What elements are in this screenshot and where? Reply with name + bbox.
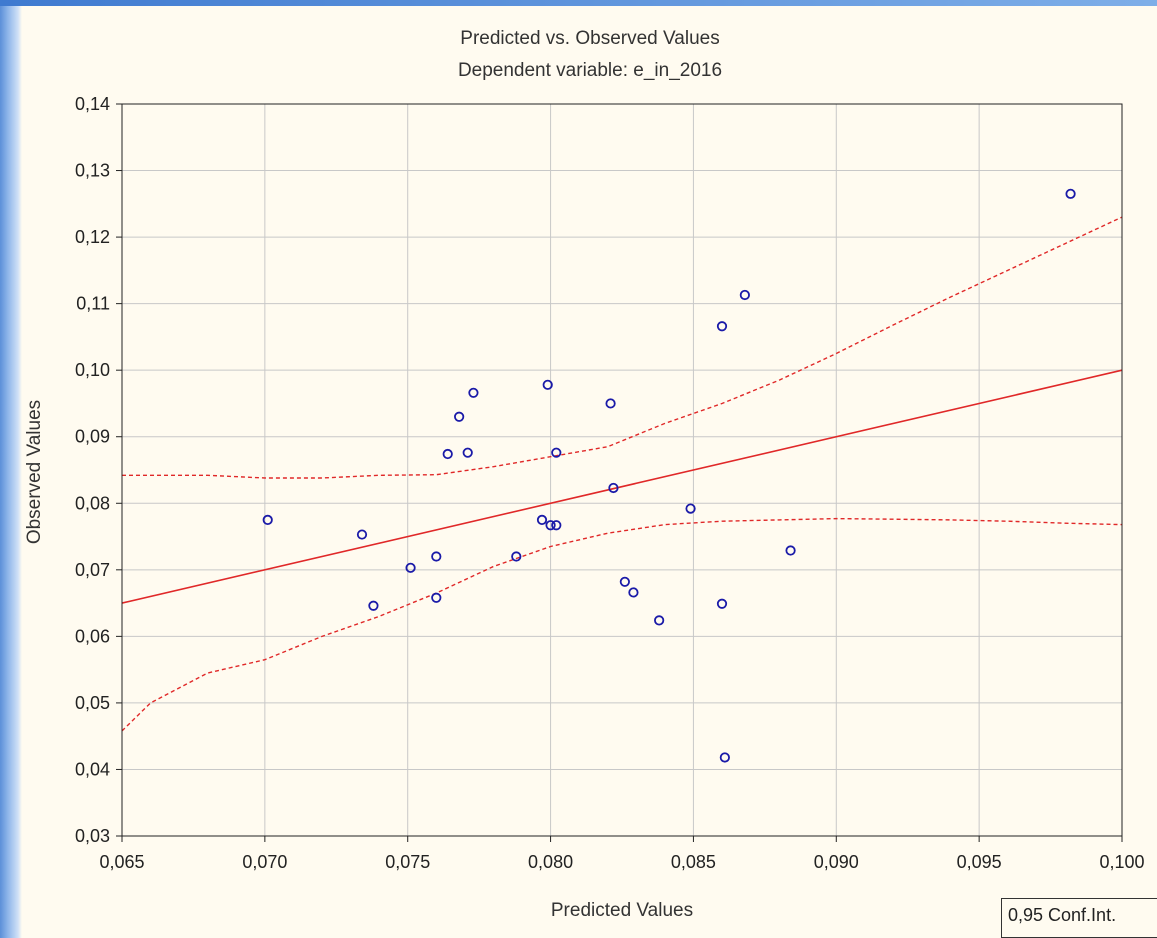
x-tick-label: 0,100	[1099, 852, 1144, 872]
data-point	[619, 576, 630, 587]
data-point	[431, 592, 442, 603]
data-point	[368, 600, 379, 611]
data-point	[605, 398, 616, 409]
y-axis-label: Observed Values	[24, 400, 45, 544]
y-tick-label: 0,10	[75, 360, 110, 380]
data-point	[542, 379, 553, 390]
x-tick-label: 0,090	[814, 852, 859, 872]
y-tick-label: 0,08	[75, 493, 110, 513]
legend: 0,95 Conf.Int.	[1001, 898, 1157, 938]
y-tick-label: 0,14	[75, 94, 110, 114]
window-top-edge	[0, 0, 1157, 6]
x-tick-label: 0,065	[99, 852, 144, 872]
data-point	[785, 545, 796, 556]
data-point	[454, 411, 465, 422]
y-tick-label: 0,09	[75, 427, 110, 447]
chart-title: Predicted vs. Observed Values	[460, 28, 719, 49]
y-tick-label: 0,11	[76, 294, 110, 314]
data-point	[462, 447, 473, 458]
data-point	[739, 289, 750, 301]
data-point	[1065, 188, 1076, 199]
data-point	[716, 321, 728, 332]
data-point	[551, 447, 562, 458]
data-point	[654, 615, 665, 626]
x-tick-label: 0,070	[242, 852, 287, 872]
data-point	[262, 514, 273, 526]
fit-line	[121, 369, 1123, 604]
data-point	[628, 587, 639, 598]
ci-lower-line	[121, 517, 1123, 732]
data-point	[551, 520, 562, 531]
y-tick-label: 0,04	[75, 759, 110, 779]
grid	[116, 103, 1123, 842]
chart-canvas	[22, 6, 1157, 932]
x-tick-label: 0,080	[528, 852, 573, 872]
tick-labels: 0,065 0,070 0,075 0,080 0,085 0,090 0,095 0,100…	[75, 94, 1145, 872]
x-tick-label: 0,075	[385, 852, 430, 872]
legend-label: 0,95 Conf.Int.	[1008, 905, 1117, 925]
data-point	[405, 562, 416, 573]
data-point	[716, 598, 728, 609]
data-points	[262, 188, 1076, 763]
y-tick-label: 0,05	[75, 693, 110, 713]
fit-line-group	[121, 369, 1123, 604]
y-tick-label: 0,03	[75, 826, 110, 846]
data-point	[545, 520, 556, 531]
data-point	[468, 387, 479, 398]
data-point	[431, 551, 442, 562]
data-point	[608, 482, 619, 494]
chart-subtitle: Dependent variable: e_in_2016	[458, 60, 722, 81]
confidence-interval	[121, 216, 1123, 732]
y-tick-label: 0,06	[75, 626, 110, 646]
y-tick-label: 0,13	[75, 161, 110, 181]
y-tick-label: 0,12	[75, 227, 110, 247]
data-point	[685, 503, 696, 514]
data-point	[356, 529, 368, 540]
data-point	[442, 448, 453, 460]
data-point	[536, 514, 548, 526]
data-point	[719, 752, 730, 763]
data-point	[511, 551, 522, 562]
x-axis-label: Predicted Values	[551, 900, 693, 921]
ci-upper-line	[122, 216, 1123, 479]
plot-frame	[121, 103, 1123, 837]
y-tick-label: 0,07	[75, 560, 110, 580]
x-tick-label: 0,085	[671, 852, 716, 872]
x-tick-label: 0,095	[957, 852, 1002, 872]
